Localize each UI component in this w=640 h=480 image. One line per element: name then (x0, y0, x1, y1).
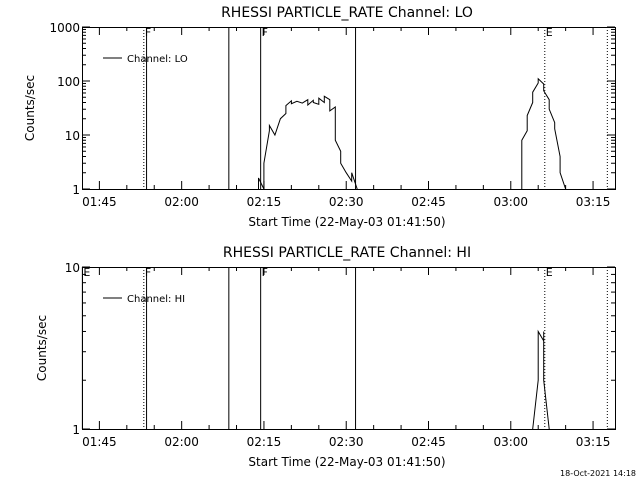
x-tick-label-hi: 01:45 (82, 435, 117, 449)
legend-label-hi: Channel: HI (127, 294, 185, 305)
x-tick-label-hi: 02:00 (164, 435, 199, 449)
y-tick-label-lo: 1 (72, 183, 80, 197)
chart-title-hi: RHESSI PARTICLE_RATE Channel: HI (223, 245, 471, 261)
x-tick-label-hi: 03:15 (576, 435, 611, 449)
series-line-hi (532, 329, 550, 430)
x-tick-label-lo: 02:15 (247, 195, 282, 209)
x-tick-label-lo: 03:00 (493, 195, 528, 209)
x-tick-label-hi: 02:15 (247, 435, 282, 449)
x-axis-label-lo: Start Time (22-May-03 01:41:50) (248, 215, 445, 229)
x-tick-label-lo: 02:30 (329, 195, 364, 209)
y-axis-label-lo: Counts/sec (23, 75, 37, 141)
panel-lo: 01:45 02:00 02:15 02:30 02:45 03:00 03:15 1 10 10… (49, 21, 615, 209)
series-line-lo (258, 95, 358, 190)
x-tick-label-hi: 02:30 (329, 435, 364, 449)
x-tick-label-hi: 02:45 (411, 435, 446, 449)
timestamp-stamp: 18-Oct-2021 14:18 (560, 469, 636, 478)
y-tick-label-hi: 1 (72, 423, 80, 437)
event-marker-label-lo: F (145, 26, 151, 39)
x-tick-label-lo: 03:15 (576, 195, 611, 209)
x-axis-label-hi: Start Time (22-May-03 01:41:50) (248, 455, 445, 469)
x-tick-label-lo: 02:00 (164, 195, 199, 209)
event-marker-label-hi: F (145, 266, 151, 279)
event-marker-label-lo: F (262, 26, 268, 39)
legend-label-lo: Channel: LO (127, 54, 188, 65)
x-tick-label-lo: 01:45 (82, 195, 117, 209)
event-marker-label-hi: E (83, 266, 90, 279)
chart-title-lo: RHESSI PARTICLE_RATE Channel: LO (221, 5, 473, 21)
event-marker-label-hi: F (262, 266, 268, 279)
y-axis-label-hi: Counts/sec (35, 315, 49, 381)
x-tick-label-hi: 03:00 (493, 435, 528, 449)
y-tick-label-lo: 10 (65, 129, 80, 143)
series-line-lo (521, 77, 567, 190)
plot-frame-lo (82, 27, 616, 190)
x-tick-label-lo: 02:45 (411, 195, 446, 209)
event-marker-label-hi: E (546, 266, 553, 279)
event-marker-label-lo: E (546, 26, 553, 39)
y-tick-label-hi: 10 (65, 261, 80, 275)
y-tick-label-lo: 100 (57, 75, 80, 89)
y-tick-label-lo: 1000 (49, 21, 80, 35)
